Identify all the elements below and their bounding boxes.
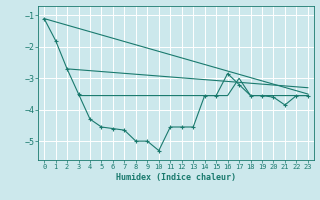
X-axis label: Humidex (Indice chaleur): Humidex (Indice chaleur) xyxy=(116,173,236,182)
